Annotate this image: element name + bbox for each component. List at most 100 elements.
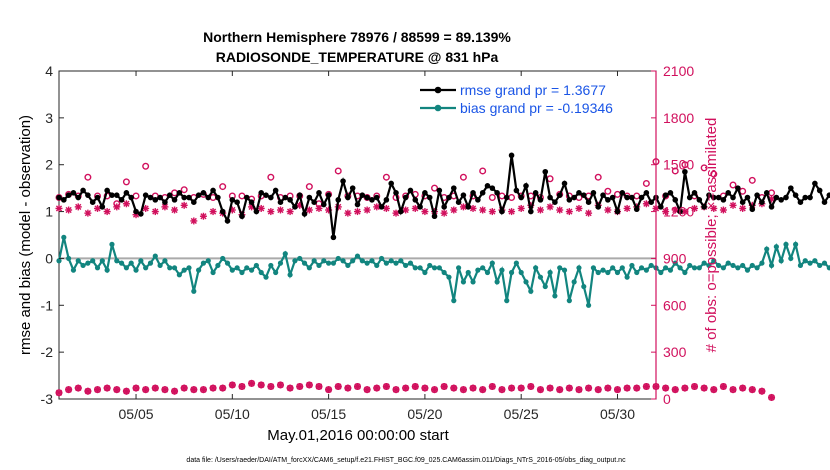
rmse-point <box>739 199 746 205</box>
possible-low-point <box>267 383 275 391</box>
bias-point <box>749 262 755 269</box>
rmse-point <box>80 187 86 194</box>
rmse-point <box>571 194 577 201</box>
bias-point <box>354 253 361 259</box>
bias-point <box>378 255 385 262</box>
rmse-point <box>195 192 202 198</box>
rmse-point <box>470 190 476 196</box>
bias-point <box>547 269 553 276</box>
possible-low-point <box>219 384 227 392</box>
rmse-point <box>609 194 616 201</box>
rmse-point <box>821 199 828 205</box>
possible-low-point <box>257 381 265 389</box>
possible-low-point <box>84 387 92 395</box>
assimilated-point <box>103 208 111 216</box>
bias-point <box>788 255 794 262</box>
assimilated-point <box>421 208 429 216</box>
bias-point <box>802 258 808 264</box>
assimilated-point <box>402 206 410 214</box>
assimilated-point <box>623 204 631 212</box>
rmse-point <box>263 192 269 198</box>
bias-point <box>696 265 702 271</box>
rmse-point <box>523 183 529 189</box>
y-left-tick-label: 3 <box>45 110 53 126</box>
rmse-point <box>243 194 250 201</box>
assimilated-point <box>190 217 198 225</box>
bias-point <box>590 265 597 271</box>
rmse-point <box>667 190 674 196</box>
assimilated-point <box>546 203 554 211</box>
assimilated-point <box>392 209 400 217</box>
bias-point <box>504 298 510 304</box>
bias-point <box>181 267 187 273</box>
possible-low-point <box>546 384 554 392</box>
assimilated-point-stroke <box>672 206 679 214</box>
bias-point <box>176 272 182 278</box>
rmse-point <box>296 192 303 198</box>
rmse-point <box>465 204 472 210</box>
bias-point <box>109 241 115 247</box>
rmse-point <box>513 187 520 194</box>
bias-point <box>610 265 616 271</box>
assimilated-point <box>209 208 217 216</box>
rmse-point <box>605 197 611 203</box>
bias-point <box>263 274 269 280</box>
bias-point <box>123 265 130 271</box>
assimilated-point <box>267 208 275 216</box>
possible-low-point <box>642 383 650 391</box>
bias-point <box>451 298 457 304</box>
rmse-point <box>354 201 361 208</box>
bias-point <box>499 267 505 273</box>
possible-low-point <box>594 386 602 394</box>
possible-point <box>748 176 756 184</box>
bias-point <box>460 279 467 285</box>
bias-point <box>133 267 139 273</box>
possible-low-point <box>768 393 776 401</box>
bias-point <box>634 269 640 276</box>
rmse-point <box>484 183 491 189</box>
y-right-tick-label: 0 <box>663 391 671 407</box>
bias-point <box>518 269 524 276</box>
assimilated-point-stroke <box>55 205 63 212</box>
bias-point <box>118 260 125 266</box>
possible-low-point <box>527 383 535 391</box>
bias-point <box>494 279 500 285</box>
possible-low-point <box>575 386 583 394</box>
bias-point <box>797 262 804 269</box>
possible-low-point <box>488 383 496 391</box>
bias-point <box>191 288 197 294</box>
assimilated-point <box>642 200 650 208</box>
bias-point <box>147 260 154 266</box>
bias-point <box>114 258 120 264</box>
rmse-point <box>398 208 404 215</box>
rmse-point <box>643 190 650 196</box>
possible-low-point <box>55 389 63 397</box>
bias-point <box>571 279 577 285</box>
bias-point <box>638 265 645 271</box>
possible-low-point <box>585 384 593 392</box>
possible-point <box>710 170 718 178</box>
bias-point <box>287 272 293 278</box>
assimilated-point-stroke <box>104 208 111 215</box>
possible-low-point <box>440 383 448 391</box>
bias-point <box>75 258 81 264</box>
rmse-point <box>152 197 159 203</box>
bias-point <box>552 293 558 299</box>
bias-point <box>566 298 572 304</box>
y-right-tick-label: 2100 <box>663 63 694 79</box>
rmse-point <box>191 199 197 205</box>
x-tick-label: 05/30 <box>600 406 635 422</box>
bias-point <box>523 279 529 285</box>
legend-box <box>414 76 651 122</box>
rmse-point <box>629 194 635 201</box>
bias-point <box>335 255 341 262</box>
bias-point <box>374 262 380 269</box>
rmse-point <box>70 190 77 196</box>
rmse-point <box>759 199 765 205</box>
rmse-point <box>788 185 794 191</box>
rmse-point <box>691 190 698 196</box>
assimilated-point <box>122 200 130 208</box>
possible-low-point <box>748 386 756 394</box>
assimilated-point-stroke <box>643 200 650 207</box>
